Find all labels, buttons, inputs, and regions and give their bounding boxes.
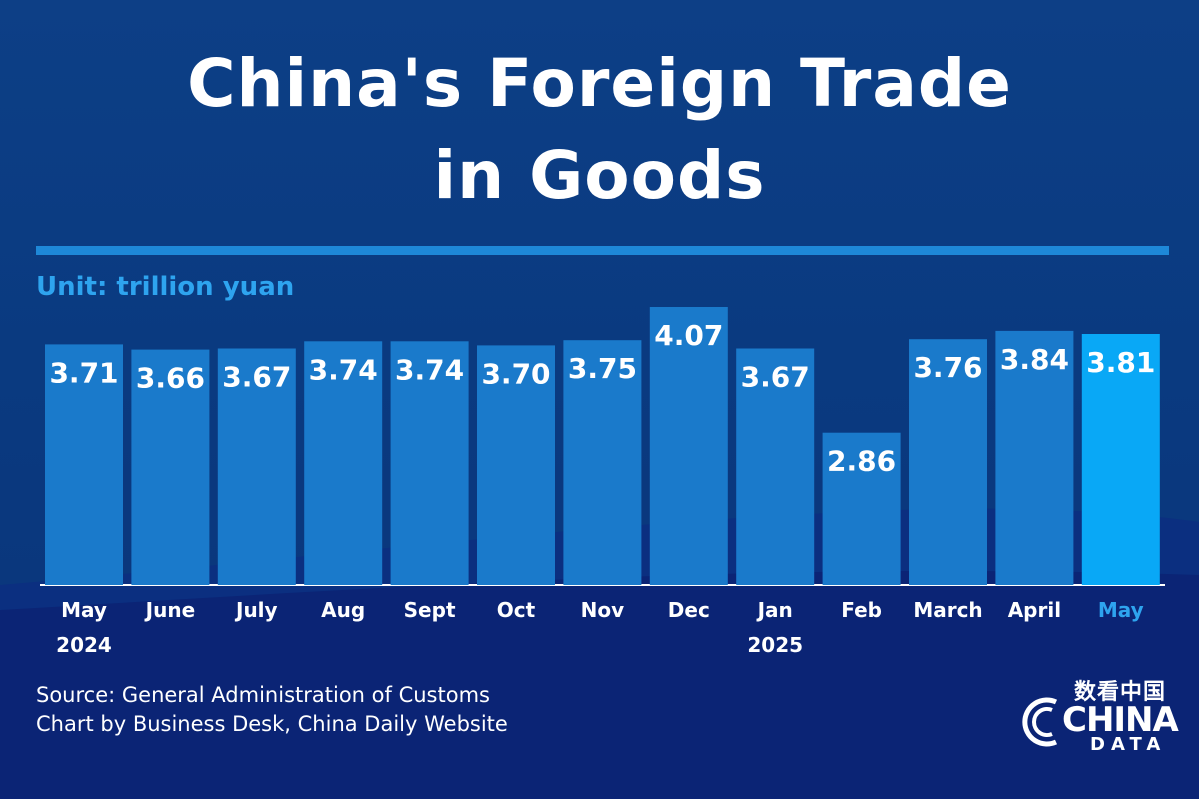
- x-tick-label-10: Feb: [841, 598, 882, 622]
- x-tick-label-7: Nov: [581, 598, 625, 622]
- bar-4: [304, 341, 383, 585]
- value-label-11: 3.76: [913, 351, 982, 384]
- x-tick-label-13: May: [1098, 598, 1144, 622]
- x-tick-year-9: 2025: [747, 633, 803, 657]
- chart-title-line-1: China's Foreign Trade: [187, 45, 1012, 122]
- value-label-3: 3.67: [222, 361, 291, 394]
- x-tick-label-9: Jan: [756, 598, 793, 622]
- source-note: Source: General Administration of Custom…: [36, 683, 490, 707]
- bar-13: [1081, 334, 1160, 585]
- logo-word-data: DATA: [1090, 734, 1167, 755]
- value-label-9: 3.67: [741, 361, 810, 394]
- credit-note: Chart by Business Desk, China Daily Webs…: [36, 712, 508, 736]
- logo-chinese-text: 数看中国: [1074, 680, 1167, 705]
- chart-title-line-2: in Goods: [433, 137, 766, 214]
- bar-7: [563, 340, 642, 585]
- x-tick-label-3: July: [234, 598, 278, 622]
- bar-9: [736, 348, 815, 585]
- bar-8: [649, 307, 728, 585]
- value-label-8: 4.07: [654, 319, 723, 352]
- background-wave-front: [0, 570, 1199, 799]
- x-tick-year-1: 2024: [56, 633, 112, 657]
- value-label-6: 3.70: [481, 357, 550, 390]
- x-tick-label-8: Dec: [668, 598, 710, 622]
- bar-1: [45, 344, 123, 585]
- value-label-4: 3.74: [309, 353, 378, 386]
- value-label-2: 3.66: [136, 362, 205, 395]
- logo-word-china: CHINA: [1062, 700, 1179, 740]
- bar-11: [909, 339, 987, 585]
- x-tick-label-2: June: [144, 598, 195, 622]
- value-label-5: 3.74: [395, 353, 464, 386]
- bar-3: [217, 348, 296, 585]
- x-tick-label-12: April: [1008, 598, 1061, 622]
- bar-10: [822, 432, 901, 585]
- x-tick-label-11: March: [913, 598, 982, 622]
- value-label-13: 3.81: [1086, 346, 1155, 379]
- value-label-10: 2.86: [827, 445, 896, 478]
- unit-label: Unit: trillion yuan: [36, 272, 295, 302]
- bar-2: [131, 349, 210, 585]
- value-label-1: 3.71: [49, 356, 118, 389]
- bar-5: [390, 341, 469, 585]
- bar-6: [477, 345, 555, 585]
- value-label-7: 3.75: [568, 352, 637, 385]
- signal-arc-icon: [1022, 697, 1058, 747]
- china-data-logo: 数看中国 CHINA DATA: [1018, 672, 1179, 756]
- x-tick-label-4: Aug: [321, 598, 365, 622]
- title-divider: [36, 246, 1169, 255]
- bar-12: [995, 330, 1074, 585]
- value-label-12: 3.84: [1000, 343, 1069, 376]
- x-tick-label-6: Oct: [497, 598, 536, 622]
- x-tick-label-1: May: [61, 598, 107, 622]
- x-tick-label-5: Sept: [404, 598, 456, 622]
